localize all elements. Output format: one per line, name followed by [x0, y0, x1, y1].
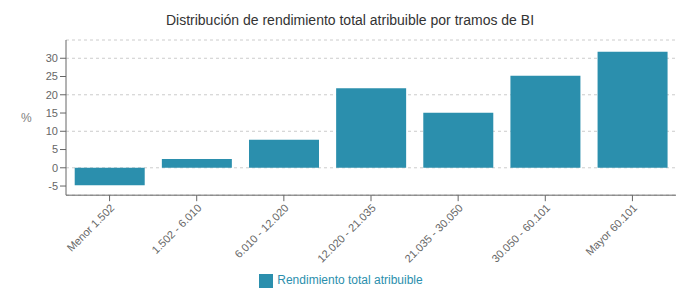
svg-text:10: 10 — [46, 125, 58, 137]
svg-text:6.010 - 12.020: 6.010 - 12.020 — [232, 202, 291, 261]
svg-text:0: 0 — [52, 162, 58, 174]
svg-text:%: % — [21, 111, 32, 125]
svg-text:Mayor 60.101: Mayor 60.101 — [583, 202, 639, 258]
html-text:Rendimiento total atribuible: Rendimiento total atribuible — [277, 273, 423, 288]
html-text:Distribución de rendimiento to: Distribución de rendimiento total atribu… — [166, 12, 534, 28]
svg-text:-5: -5 — [48, 180, 58, 192]
svg-text:5: 5 — [52, 143, 58, 155]
svg-text:12.020 - 21.035: 12.020 - 21.035 — [315, 202, 378, 265]
svg-text:15: 15 — [46, 107, 58, 119]
svg-text:25: 25 — [46, 70, 58, 82]
svg-text:Menor 1.502: Menor 1.502 — [64, 202, 116, 254]
svg-text:1.502 - 6.010: 1.502 - 6.010 — [149, 202, 203, 256]
svg-text:21.035 - 30.050: 21.035 - 30.050 — [402, 202, 465, 265]
svg-text:30: 30 — [46, 52, 58, 64]
svg-text:30.050 - 60.101: 30.050 - 60.101 — [489, 202, 552, 265]
svg-text:20: 20 — [46, 89, 58, 101]
